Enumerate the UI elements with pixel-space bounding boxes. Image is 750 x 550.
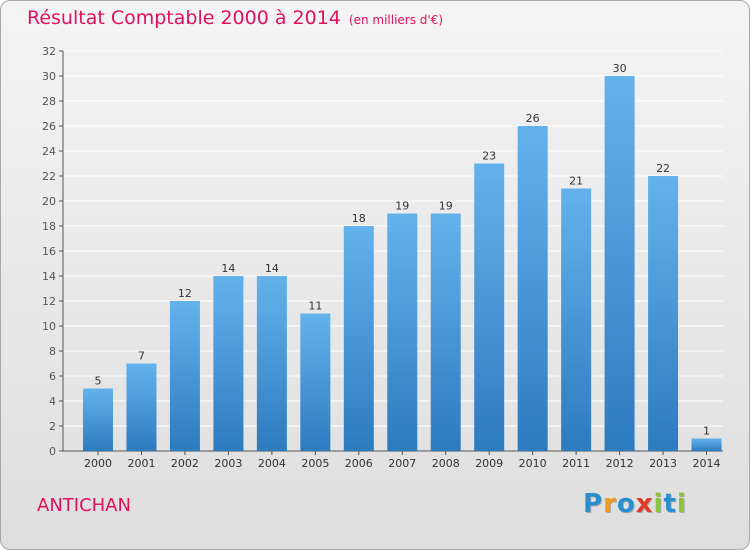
- bar-2012: [604, 76, 635, 451]
- bar-2001: [126, 363, 157, 451]
- y-tick-label: 16: [42, 245, 56, 258]
- chart-subtitle: (en milliers d'€): [348, 13, 444, 27]
- data-label: 7: [138, 350, 145, 363]
- bar-2013: [648, 176, 679, 451]
- y-tick-label: 0: [49, 445, 56, 458]
- y-tick-label: 10: [42, 320, 56, 333]
- x-tick-label: 2004: [258, 457, 286, 470]
- x-tick-label: 2010: [519, 457, 547, 470]
- x-tick-label: 2001: [127, 457, 155, 470]
- x-tick-label: 2007: [388, 457, 416, 470]
- bar-2010: [517, 126, 548, 451]
- bar-2014: [691, 438, 722, 451]
- data-label: 14: [221, 262, 235, 275]
- y-tick-label: 20: [42, 195, 56, 208]
- logo-letter: P: [583, 489, 604, 519]
- data-label: 23: [482, 150, 496, 163]
- x-tick-label: 2005: [301, 457, 329, 470]
- x-tick-label: 2013: [649, 457, 677, 470]
- logo-letter: i: [676, 489, 687, 519]
- y-tick-label: 6: [49, 370, 56, 383]
- bar-2006: [343, 226, 374, 451]
- bar-2002: [169, 301, 200, 451]
- bar-2011: [561, 188, 592, 451]
- data-label: 26: [526, 112, 540, 125]
- logo-letter: t: [663, 489, 677, 519]
- data-label: 5: [95, 375, 102, 388]
- data-label: 18: [352, 212, 366, 225]
- chart-title: Résultat Comptable 2000 à 2014 (en millie…: [27, 7, 443, 29]
- data-label: 19: [395, 200, 409, 213]
- y-tick-label: 12: [42, 295, 56, 308]
- x-tick-label: 2003: [214, 457, 242, 470]
- y-tick-label: 32: [42, 45, 56, 58]
- bars: [83, 76, 722, 451]
- bar-2007: [387, 213, 418, 451]
- x-tick-label: 2000: [84, 457, 112, 470]
- proxiti-logo: Proxiti: [583, 489, 687, 519]
- bar-2003: [213, 276, 244, 451]
- data-label: 21: [569, 175, 583, 188]
- y-tick-label: 4: [49, 395, 56, 408]
- x-tick-label: 2014: [693, 457, 721, 470]
- data-label: 12: [178, 287, 192, 300]
- bar-2009: [474, 163, 505, 451]
- x-tick-label: 2009: [475, 457, 503, 470]
- y-tick-label: 30: [42, 70, 56, 83]
- logo-letter: i: [653, 489, 664, 519]
- x-tick-label: 2011: [562, 457, 590, 470]
- y-tick-label: 22: [42, 170, 56, 183]
- bar-2008: [430, 213, 461, 451]
- y-tick-label: 26: [42, 120, 56, 133]
- title-text: Résultat Comptable 2000 à 2014: [27, 7, 341, 29]
- bar-2000: [83, 388, 113, 451]
- data-label: 14: [265, 262, 279, 275]
- x-tick-label: 2006: [345, 457, 373, 470]
- data-label: 1: [703, 425, 710, 438]
- y-tick-label: 28: [42, 95, 56, 108]
- logo-letter: x: [635, 489, 654, 519]
- data-labels: 5 7 12 14 14 11 18 19 19 23 26 21 30 22 1: [95, 62, 711, 438]
- y-tick-label: 14: [42, 270, 56, 283]
- x-tick-label: 2012: [606, 457, 634, 470]
- commune-name: ANTICHAN: [37, 495, 131, 516]
- y-tick-label: 18: [42, 220, 56, 233]
- x-tick-label: 2008: [432, 457, 460, 470]
- data-label: 19: [439, 200, 453, 213]
- y-tick-label: 8: [49, 345, 56, 358]
- logo-letter: r: [603, 489, 617, 519]
- bar-2004: [256, 276, 287, 451]
- data-label: 22: [656, 162, 670, 175]
- data-label: 11: [308, 300, 322, 313]
- data-label: 30: [613, 62, 627, 75]
- bar-2005: [300, 313, 331, 451]
- logo-letter: o: [616, 489, 636, 519]
- y-tick-label: 2: [49, 420, 56, 433]
- y-tick-label: 24: [42, 145, 56, 158]
- x-tick-label: 2002: [171, 457, 199, 470]
